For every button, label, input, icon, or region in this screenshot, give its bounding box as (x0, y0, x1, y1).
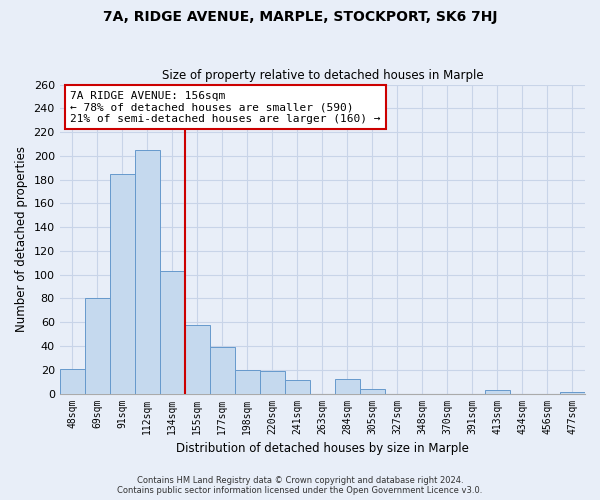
Title: Size of property relative to detached houses in Marple: Size of property relative to detached ho… (161, 69, 483, 82)
Bar (260, 371, 285, 394)
Bar (160, 271, 185, 394)
Y-axis label: Number of detached properties: Number of detached properties (15, 146, 28, 332)
Bar (110, 174, 135, 394)
Text: 7A, RIDGE AVENUE, MARPLE, STOCKPORT, SK6 7HJ: 7A, RIDGE AVENUE, MARPLE, STOCKPORT, SK6… (103, 10, 497, 24)
Bar (360, 389, 385, 394)
Bar (185, 324, 210, 394)
Text: Contains HM Land Registry data © Crown copyright and database right 2024.
Contai: Contains HM Land Registry data © Crown c… (118, 476, 482, 495)
X-axis label: Distribution of detached houses by size in Marple: Distribution of detached houses by size … (176, 442, 469, 455)
Bar (235, 370, 260, 394)
Bar (560, 392, 585, 394)
Bar (485, 390, 510, 394)
Bar (85, 298, 110, 394)
Bar (335, 380, 360, 394)
Bar (210, 347, 235, 394)
Bar (285, 380, 310, 394)
Text: 7A RIDGE AVENUE: 156sqm
← 78% of detached houses are smaller (590)
21% of semi-d: 7A RIDGE AVENUE: 156sqm ← 78% of detache… (70, 90, 380, 124)
Bar (59, 368, 85, 394)
Bar (135, 150, 160, 394)
